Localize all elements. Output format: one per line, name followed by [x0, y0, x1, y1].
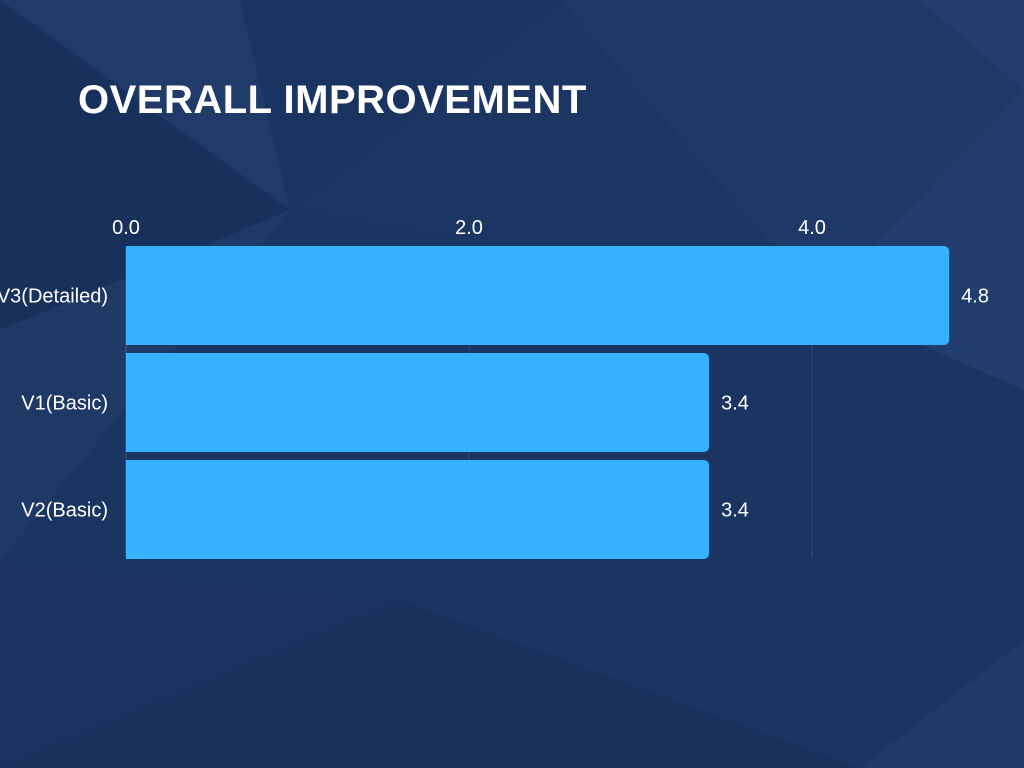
- category-label: V1(Basic): [21, 393, 108, 415]
- category-labels: V3(Detailed) V1(Basic) V2(Basic): [0, 286, 108, 522]
- data-label: 4.8: [961, 286, 989, 308]
- x-tick-label: 2.0: [455, 217, 483, 239]
- bar: [126, 353, 710, 452]
- data-label: 3.4: [721, 393, 749, 415]
- data-labels: 4.8 3.4 3.4: [721, 286, 989, 522]
- category-label: V3(Detailed): [0, 286, 108, 308]
- x-tick-label: 0.0: [112, 217, 140, 239]
- data-label: 3.4: [721, 500, 749, 522]
- bar: [126, 246, 950, 345]
- bar: [126, 460, 710, 559]
- x-axis-ticks: 0.0 2.0 4.0: [112, 217, 826, 239]
- chart-title: OVERALL IMPROVEMENT: [78, 78, 587, 122]
- bars: [126, 246, 950, 559]
- category-label: V2(Basic): [21, 500, 108, 522]
- x-tick-label: 4.0: [798, 217, 826, 239]
